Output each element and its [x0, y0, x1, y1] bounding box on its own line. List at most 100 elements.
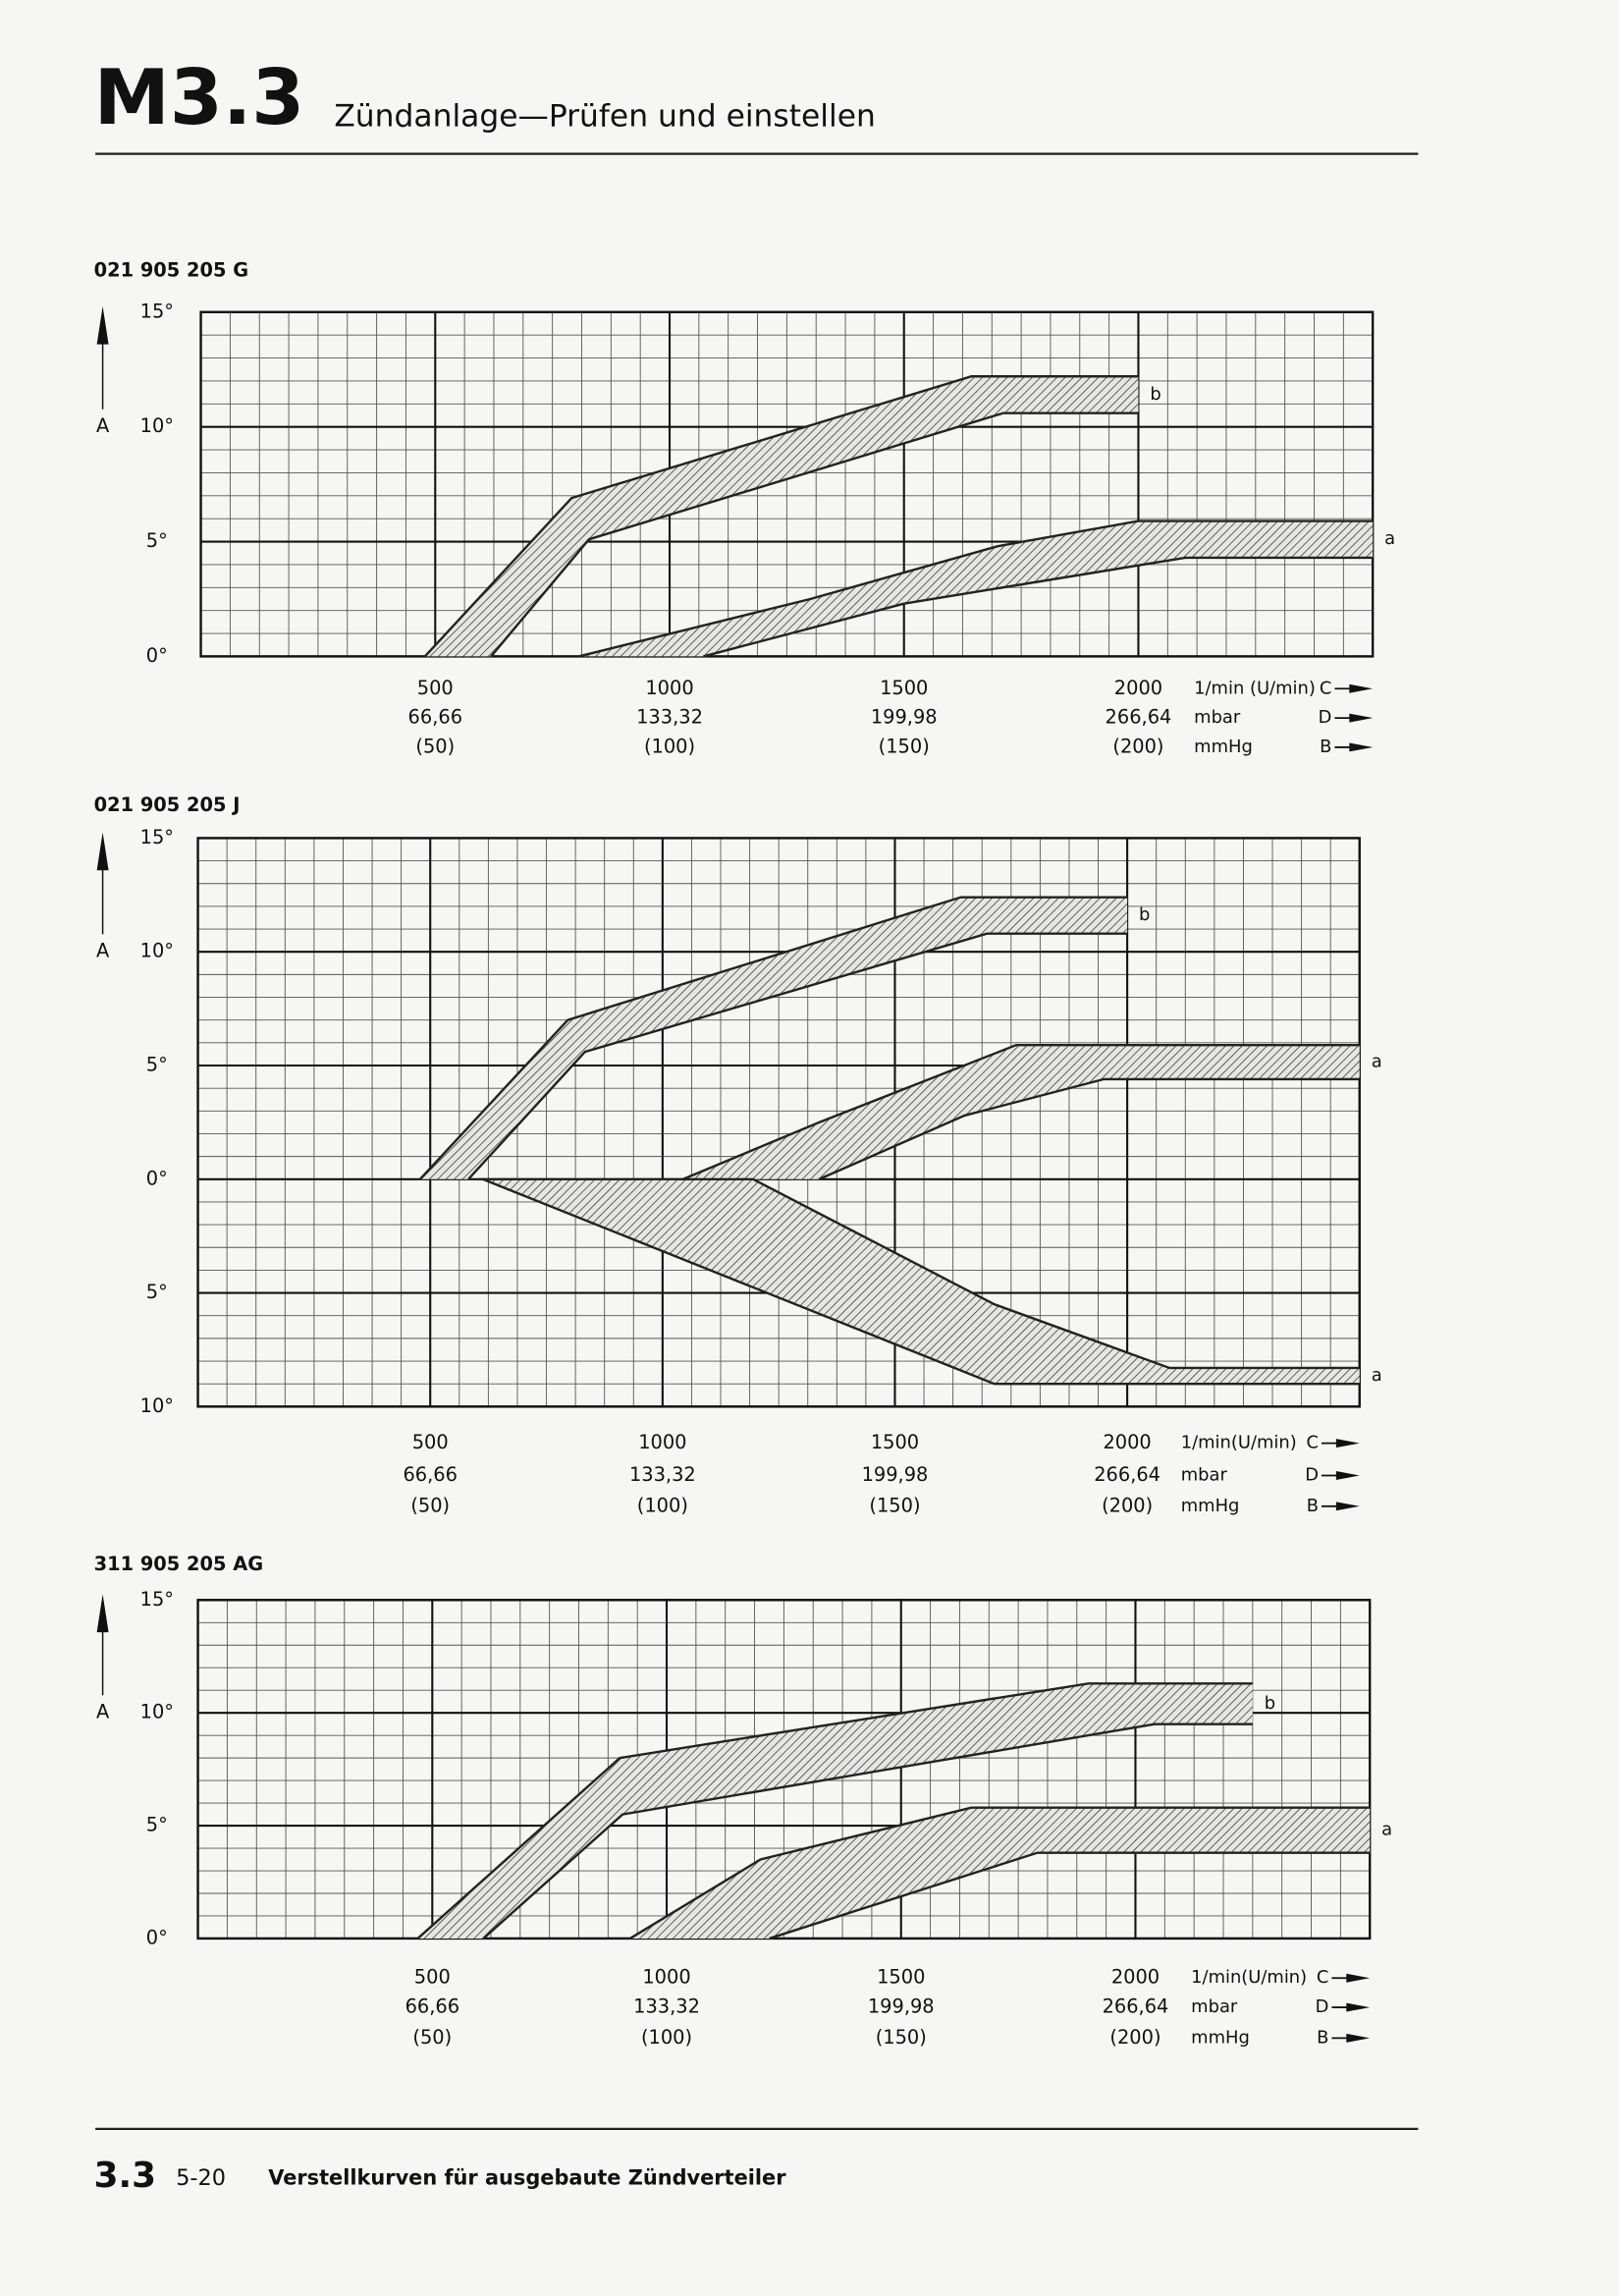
y-tick-label: 0° — [146, 1926, 168, 1948]
band-lower — [490, 411, 1139, 658]
x-unit-key: C — [1317, 1967, 1329, 1988]
axis-arrow-head — [96, 1594, 109, 1633]
x-tick-label-mbar: 66,66 — [403, 1463, 457, 1486]
footer-section: 3.3 — [94, 2156, 156, 2196]
x-tick-label: 500 — [412, 1431, 449, 1453]
x-tick-label-mmhg: (100) — [637, 1494, 688, 1516]
x-tick-label-mmhg: (50) — [412, 2026, 452, 2049]
x-tick-label-mbar: 266,64 — [1094, 1463, 1160, 1486]
band-fill — [578, 520, 1374, 657]
x-unit: mmHg — [1191, 2027, 1250, 2048]
y-tick-label: 10° — [140, 414, 174, 437]
x-tick-label: 1500 — [880, 677, 928, 699]
x-unit: mbar — [1191, 1996, 1238, 2017]
chart-title: 021 905 205 G — [94, 259, 248, 282]
y-axis-label: A — [96, 414, 110, 437]
y-tick-label: 5° — [146, 1814, 168, 1836]
y-tick-label: 15° — [140, 300, 174, 322]
footer-page: 5-20 — [176, 2165, 226, 2191]
chart-title: 311 905 205 AG — [94, 1553, 263, 1575]
x-tick-label: 1000 — [642, 1966, 690, 1989]
chart-title: 021 905 205 J — [94, 793, 241, 816]
x-unit: mbar — [1194, 707, 1241, 728]
band-lower — [769, 1851, 1371, 1941]
y-tick-label: 5° — [146, 1053, 168, 1075]
x-tick-label-mmhg: (150) — [876, 2026, 927, 2049]
x-unit-key: B — [1317, 2027, 1328, 2048]
x-tick-label-mmhg: (50) — [415, 735, 455, 757]
x-unit: 1/min(U/min) — [1181, 1433, 1297, 1453]
band-upper — [416, 1682, 1253, 1940]
x-tick-label-mbar: 133,32 — [633, 1995, 700, 2018]
band-label: b — [1139, 904, 1150, 925]
key-arrow-head — [1346, 2033, 1371, 2043]
x-tick-label: 1500 — [877, 1966, 925, 1989]
x-tick-label-mbar: 266,64 — [1103, 1995, 1169, 2018]
band-fill — [478, 1178, 1360, 1385]
key-arrow-head — [1335, 1502, 1360, 1511]
key-arrow-head — [1346, 1973, 1371, 1983]
x-tick-label-mmhg: (100) — [641, 2026, 692, 2049]
x-unit-key: C — [1320, 678, 1332, 698]
x-unit-key: C — [1306, 1433, 1319, 1453]
y-tick-label: 15° — [140, 826, 174, 848]
y-axis-label: A — [96, 1701, 110, 1723]
key-arrow-head — [1335, 1470, 1360, 1480]
x-tick-label-mbar: 133,32 — [629, 1463, 696, 1486]
band-lower — [703, 556, 1374, 658]
plot-frame — [196, 837, 1361, 1408]
x-unit-key: B — [1307, 1496, 1319, 1516]
band-upper — [578, 519, 1374, 658]
x-tick-label-mbar: 199,98 — [871, 706, 938, 729]
x-unit-key: B — [1320, 737, 1331, 757]
x-tick-label-mbar: 66,66 — [405, 1995, 459, 2018]
x-unit-key: D — [1316, 1996, 1329, 2017]
x-unit: 1/min(U/min) — [1191, 1967, 1307, 1988]
key-arrow-head — [1346, 2002, 1371, 2012]
x-tick-label: 2000 — [1114, 677, 1162, 699]
y-axis-label: A — [96, 940, 110, 962]
page-title: Zündanlage—Prüfen und einstellen — [334, 98, 876, 134]
x-unit-key: D — [1319, 707, 1332, 728]
band-fill — [424, 376, 1139, 657]
y-tick-label: 5° — [146, 1281, 168, 1303]
band-fill — [419, 897, 1128, 1179]
x-tick-label-mmhg: (200) — [1109, 2026, 1160, 2049]
band-label: a — [1384, 528, 1395, 549]
band-upper — [629, 1806, 1371, 1940]
band-label: a — [1372, 1052, 1382, 1072]
x-tick-label-mbar: 266,64 — [1106, 706, 1172, 729]
band-label: a — [1372, 1365, 1382, 1386]
x-unit: mmHg — [1194, 737, 1253, 757]
band-upper — [423, 375, 1139, 658]
x-tick-label-mbar: 199,98 — [868, 1995, 935, 2018]
key-arrow-head — [1349, 683, 1374, 693]
y-tick-label: 0° — [146, 644, 168, 667]
axis-arrow-head — [96, 305, 109, 345]
band-upper — [682, 1043, 1360, 1180]
x-tick-label: 1500 — [871, 1431, 919, 1453]
band-lower — [818, 1077, 1360, 1180]
band-lower — [482, 1722, 1253, 1940]
x-tick-label: 500 — [417, 677, 454, 699]
y-tick-label: 10° — [140, 1394, 174, 1417]
key-arrow-head — [1335, 1439, 1360, 1449]
band-upper — [478, 1177, 1360, 1370]
key-arrow-head — [1349, 713, 1374, 723]
x-tick-label: 500 — [414, 1966, 451, 1989]
x-tick-label-mbar: 199,98 — [862, 1463, 929, 1486]
band-label: b — [1150, 384, 1160, 405]
band-label: b — [1265, 1693, 1275, 1714]
y-tick-label: 10° — [140, 1701, 174, 1723]
x-tick-label-mbar: 66,66 — [408, 706, 462, 729]
x-tick-label-mmhg: (200) — [1112, 735, 1163, 757]
x-tick-label: 2000 — [1103, 1431, 1151, 1453]
plot-frame — [199, 310, 1375, 658]
band-upper — [418, 896, 1128, 1180]
band-lower — [482, 1177, 1360, 1386]
y-tick-label: 10° — [140, 940, 174, 962]
x-tick-label-mbar: 133,32 — [636, 706, 703, 729]
x-unit: 1/min (U/min) — [1194, 678, 1316, 698]
x-unit: mmHg — [1181, 1496, 1240, 1516]
band-lower — [467, 932, 1128, 1180]
